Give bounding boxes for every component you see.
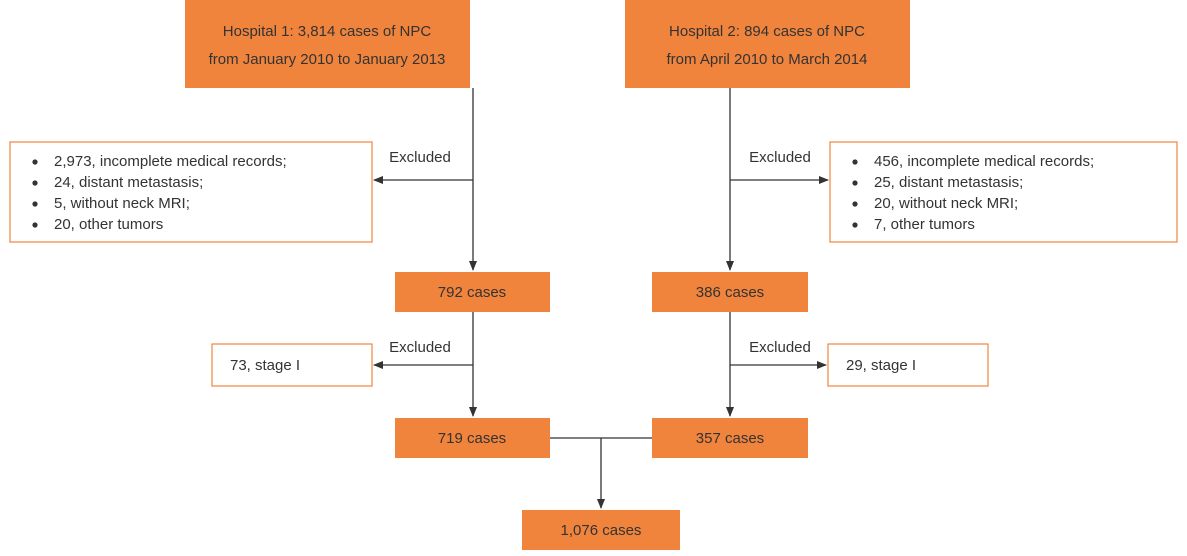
edge-label: Excluded: [389, 339, 451, 356]
exclusion-box: [211, 343, 373, 387]
box-text: 73, stage I: [230, 357, 300, 374]
list-item: 5, without neck MRI;: [54, 195, 190, 212]
total-box: [522, 510, 680, 550]
box-text: Hospital 1: 3,814 cases of NPC: [223, 23, 432, 40]
bullet: [852, 159, 858, 165]
connectors: [373, 88, 829, 509]
box-text: 386 cases: [696, 284, 764, 301]
box-text: 357 cases: [696, 430, 764, 447]
exclusion-box: [827, 343, 989, 387]
list-item: 24, distant metastasis;: [54, 174, 203, 191]
hospital-box: [625, 0, 910, 88]
hospital-box: [185, 0, 470, 88]
exclusion-list: 2,973, incomplete medical records; 24, di…: [32, 153, 287, 233]
bullet: [32, 201, 38, 207]
exclusion-box: [9, 141, 373, 243]
list-item: 25, distant metastasis;: [874, 174, 1023, 191]
list-item: 20, without neck MRI;: [874, 195, 1018, 212]
cases-box: [652, 418, 808, 458]
bullet: [852, 201, 858, 207]
bullet: [32, 180, 38, 186]
cases-box: [395, 418, 550, 458]
bullet: [32, 222, 38, 228]
edge-label: Excluded: [749, 339, 811, 356]
list-item: 456, incomplete medical records;: [874, 153, 1094, 170]
exclusion-list: 456, incomplete medical records; 25, dist…: [852, 153, 1094, 233]
box-text: 29, stage I: [846, 357, 916, 374]
bullet: [852, 180, 858, 186]
box-text: from April 2010 to March 2014: [667, 51, 868, 68]
exclusion-box: [829, 141, 1178, 243]
edge-label: Excluded: [749, 149, 811, 166]
list-item: 2,973, incomplete medical records;: [54, 153, 287, 170]
box-text: Hospital 2: 894 cases of NPC: [669, 23, 865, 40]
box-text: 1,076 cases: [561, 522, 642, 539]
box-text: 792 cases: [438, 284, 506, 301]
bullet: [32, 159, 38, 165]
box-text: from January 2010 to January 2013: [209, 51, 446, 68]
box-text: 719 cases: [438, 430, 506, 447]
cases-box: [395, 272, 550, 312]
bullet: [852, 222, 858, 228]
cases-box: [652, 272, 808, 312]
list-item: 20, other tumors: [54, 216, 163, 233]
list-item: 7, other tumors: [874, 216, 975, 233]
edge-label: Excluded: [389, 149, 451, 166]
